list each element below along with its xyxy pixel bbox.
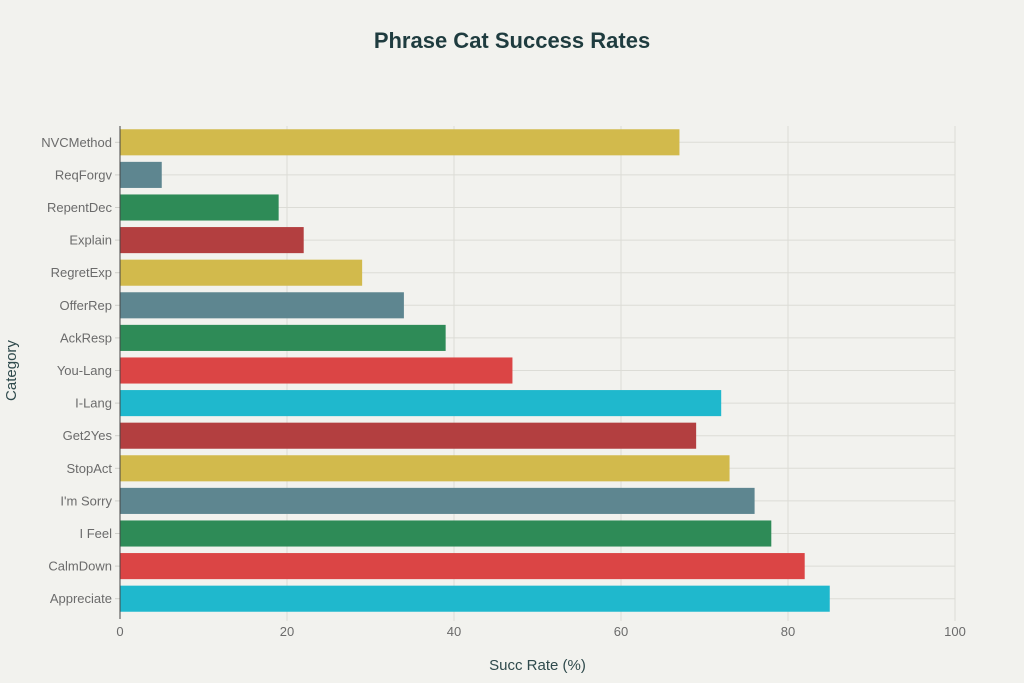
bar xyxy=(120,292,404,319)
x-tick-label: 20 xyxy=(280,624,294,639)
bar xyxy=(120,324,446,351)
bar xyxy=(120,357,513,384)
y-tick-label: ReqForgv xyxy=(55,167,113,182)
bars xyxy=(120,129,830,612)
bar xyxy=(120,585,830,612)
y-tick-label: I-Lang xyxy=(75,396,112,411)
bar xyxy=(120,553,805,580)
x-tick-label: 60 xyxy=(614,624,628,639)
bar xyxy=(120,520,772,547)
bar xyxy=(120,129,680,156)
x-axis-title: Succ Rate (%) xyxy=(489,657,586,674)
y-tick-label: You-Lang xyxy=(57,363,112,378)
x-tick-label: 0 xyxy=(116,624,123,639)
y-tick-label: NVCMethod xyxy=(41,135,112,150)
x-tick-labels: 0 20 40 60 80 100 xyxy=(116,624,965,639)
x-tick-label: 80 xyxy=(781,624,795,639)
y-tick-label: Get2Yes xyxy=(63,428,113,443)
bar xyxy=(120,390,722,417)
bar xyxy=(120,194,279,221)
y-tick-label: CalmDown xyxy=(48,559,112,574)
y-tick-labels: NVCMethod ReqForgv RepentDec Explain RegretE… xyxy=(41,135,112,606)
bar xyxy=(120,161,162,188)
y-tick-label: Appreciate xyxy=(50,591,112,606)
bar xyxy=(120,487,755,514)
y-tick-label: I'm Sorry xyxy=(60,493,112,508)
y-tick-label: RegretExp xyxy=(51,265,112,280)
bar xyxy=(120,227,304,254)
y-tick-label: OfferRep xyxy=(59,298,112,313)
y-tick-label: RepentDec xyxy=(47,200,113,215)
y-tick-label: Explain xyxy=(69,233,112,248)
bar xyxy=(120,259,363,286)
bar xyxy=(120,422,697,449)
y-tick-label: AckResp xyxy=(60,330,112,345)
bar xyxy=(120,455,730,482)
chart-title: Phrase Cat Success Rates xyxy=(373,28,651,53)
y-tick-label: I Feel xyxy=(79,526,112,541)
x-tick-label: 40 xyxy=(447,624,461,639)
x-tick-label: 100 xyxy=(944,624,966,639)
y-axis-title: Category xyxy=(3,340,20,401)
y-tick-label: StopAct xyxy=(66,461,112,476)
